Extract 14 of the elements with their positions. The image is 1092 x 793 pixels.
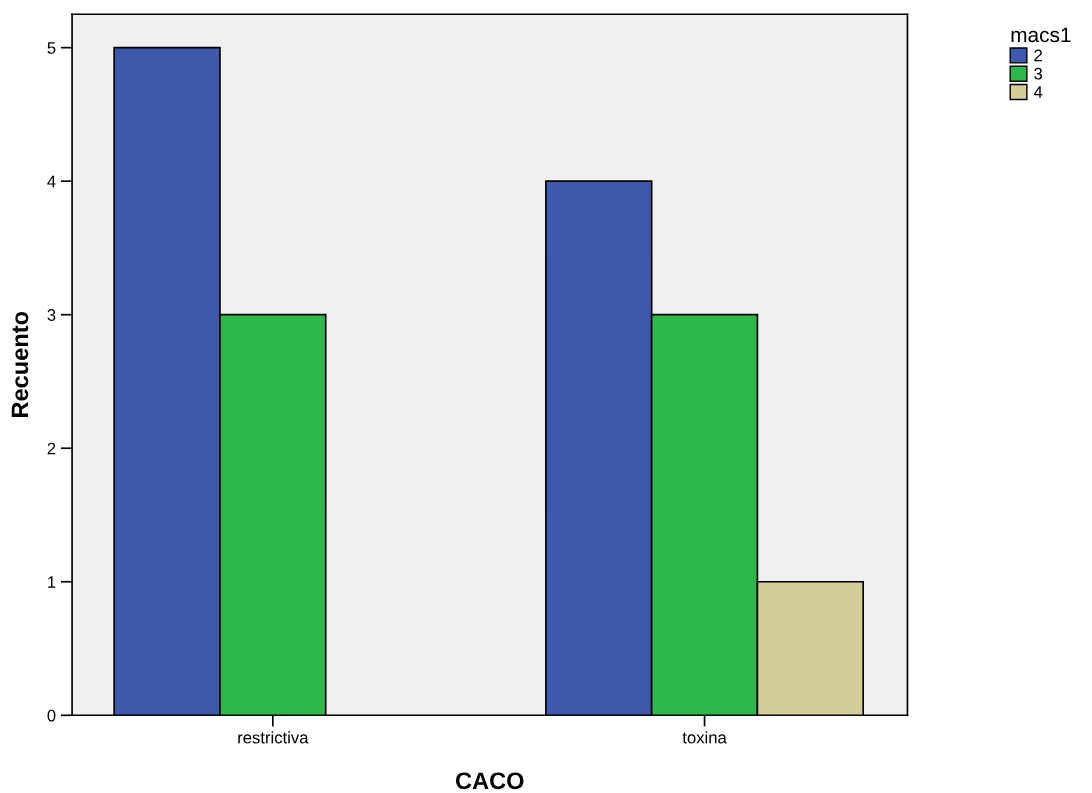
y-tick-label: 0 bbox=[47, 709, 56, 722]
y-axis-title: Recuento bbox=[11, 311, 29, 417]
y-tick-label: 4 bbox=[47, 175, 56, 188]
x-tick-label: restrictiva bbox=[238, 731, 309, 744]
y-tick-label: 5 bbox=[47, 42, 56, 54]
legend-label: 3 bbox=[1034, 67, 1043, 80]
y-tick-label: 3 bbox=[47, 309, 56, 321]
y-tick-label: 2 bbox=[47, 442, 56, 455]
x-axis-title: CACO bbox=[455, 772, 524, 790]
legend-label: 4 bbox=[1033, 86, 1043, 98]
x-tick-label: toxina bbox=[682, 731, 727, 744]
legend-title: macs1 bbox=[1011, 27, 1071, 43]
y-tick-label: 1 bbox=[48, 576, 56, 588]
legend-label: 2 bbox=[1034, 49, 1042, 62]
